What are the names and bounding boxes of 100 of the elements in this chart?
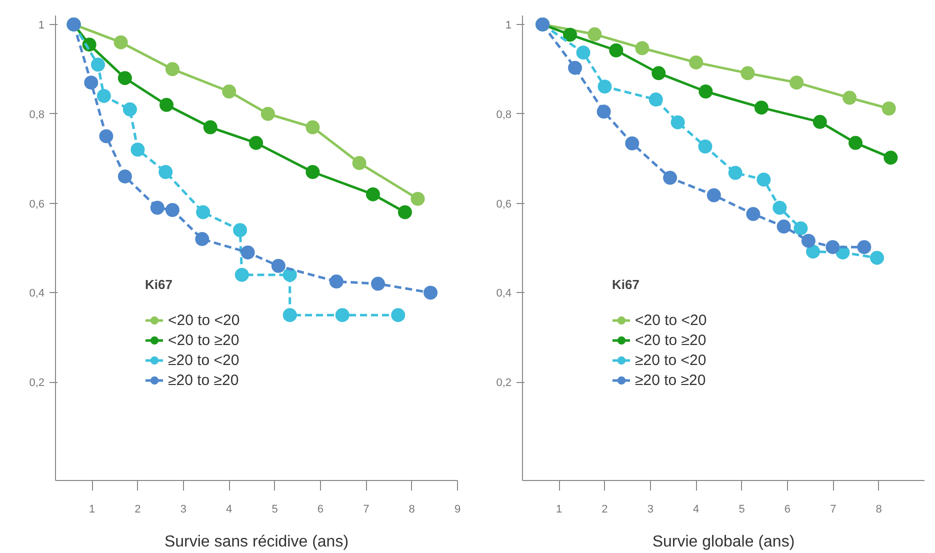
point xyxy=(598,80,612,94)
point xyxy=(776,220,791,234)
point xyxy=(306,165,320,179)
point xyxy=(282,308,297,322)
point xyxy=(90,58,105,72)
point xyxy=(118,71,132,86)
point xyxy=(118,169,132,184)
x-tick-label: 5 xyxy=(272,504,278,516)
y-tick-label: 1 xyxy=(38,19,45,32)
point xyxy=(801,234,816,248)
point xyxy=(689,55,704,70)
point xyxy=(568,60,582,75)
x-tick-label: 2 xyxy=(134,504,141,516)
legend-label: ≥20 to <20 xyxy=(635,352,706,368)
point xyxy=(772,200,787,215)
point xyxy=(842,90,857,105)
y-tick-label: 1 xyxy=(505,19,512,32)
legend-label: ≥20 to ≥20 xyxy=(168,372,239,388)
y-tick-label: 0,2 xyxy=(29,377,45,390)
point xyxy=(728,166,742,180)
point xyxy=(84,76,98,90)
point xyxy=(609,43,624,58)
point xyxy=(240,245,255,260)
legend-label: <20 to <20 xyxy=(168,312,240,328)
point xyxy=(740,66,755,80)
x-axis-title: Survie sans récidive (ans) xyxy=(164,534,349,550)
point xyxy=(391,308,406,322)
legend-label: <20 to ≥20 xyxy=(168,332,240,348)
point xyxy=(122,102,137,116)
point xyxy=(563,28,578,42)
y-tick-label: 0,4 xyxy=(29,288,45,300)
x-tick-label: 3 xyxy=(647,504,654,516)
point xyxy=(588,27,602,42)
point xyxy=(746,207,760,222)
point xyxy=(398,205,412,220)
point xyxy=(165,203,180,217)
point xyxy=(635,41,650,56)
point xyxy=(625,136,640,150)
point xyxy=(848,136,863,150)
point xyxy=(663,170,678,185)
point xyxy=(96,88,111,103)
x-tick-label: 1 xyxy=(88,504,96,516)
point xyxy=(114,35,128,50)
x-tick-label: 2 xyxy=(602,504,608,516)
point xyxy=(203,120,218,134)
x-tick-label: 7 xyxy=(830,504,836,516)
point xyxy=(233,223,248,238)
point xyxy=(150,200,164,215)
point xyxy=(826,240,840,254)
point xyxy=(282,268,297,282)
x-axis-title: Survie globale (ans) xyxy=(652,534,795,550)
x-tick-label: 7 xyxy=(363,504,370,516)
point xyxy=(335,308,350,322)
y-tick-label: 0,8 xyxy=(29,108,45,121)
point xyxy=(698,84,713,98)
point xyxy=(165,62,180,76)
point xyxy=(812,114,827,129)
legend-title: Ki67 xyxy=(145,277,174,292)
x-tick-label: 9 xyxy=(454,504,461,516)
y-tick-label: 0,4 xyxy=(496,288,512,300)
point xyxy=(196,205,210,220)
x-tick-label: 6 xyxy=(317,504,324,516)
point xyxy=(424,286,438,300)
point xyxy=(99,129,114,144)
x-tick-label: 8 xyxy=(408,504,415,516)
x-tick-label: 5 xyxy=(738,504,745,516)
point xyxy=(306,120,320,134)
y-tick-label: 0,6 xyxy=(496,198,512,210)
x-tick-label: 8 xyxy=(876,504,882,516)
point xyxy=(870,250,884,265)
point xyxy=(260,106,275,121)
point xyxy=(706,188,721,202)
y-tick-label: 0,2 xyxy=(496,377,512,390)
y-tick-label: 0,6 xyxy=(29,198,45,210)
point xyxy=(698,140,712,154)
x-tick-label: 4 xyxy=(226,504,232,516)
point xyxy=(222,84,236,98)
point xyxy=(670,115,685,130)
point xyxy=(410,192,425,206)
point xyxy=(882,102,896,116)
point xyxy=(756,172,771,187)
x-tick-label: 4 xyxy=(693,504,700,516)
point xyxy=(790,76,804,90)
y-tick-label: 0,8 xyxy=(496,108,512,121)
legend-label: ≥20 to <20 xyxy=(168,352,240,368)
point xyxy=(371,276,386,291)
point xyxy=(130,142,145,157)
legend-label: ≥20 to ≥20 xyxy=(635,372,706,388)
point xyxy=(576,46,590,60)
point xyxy=(271,258,286,273)
point xyxy=(884,150,898,165)
legend-label: <20 to <20 xyxy=(635,312,707,328)
point xyxy=(329,274,344,289)
legend-label: <20 to ≥20 xyxy=(635,332,706,348)
legend-title: Ki67 xyxy=(612,277,640,292)
point xyxy=(806,244,820,259)
point xyxy=(158,165,173,179)
point xyxy=(234,268,249,282)
point xyxy=(352,156,366,170)
x-tick-label: 3 xyxy=(180,504,186,516)
